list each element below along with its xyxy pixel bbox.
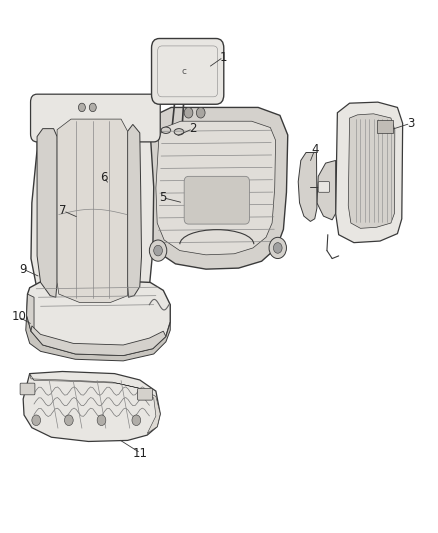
Text: 11: 11: [133, 447, 148, 459]
Polygon shape: [348, 114, 395, 228]
Text: 9: 9: [19, 263, 27, 276]
Text: 7: 7: [60, 204, 67, 217]
Text: c: c: [182, 67, 187, 76]
Polygon shape: [31, 101, 154, 313]
Ellipse shape: [174, 128, 184, 135]
Polygon shape: [146, 108, 288, 269]
Polygon shape: [27, 294, 34, 333]
Ellipse shape: [161, 127, 171, 133]
Circle shape: [149, 240, 167, 261]
FancyBboxPatch shape: [318, 182, 329, 192]
Polygon shape: [317, 160, 336, 220]
Circle shape: [89, 103, 96, 112]
Text: 2: 2: [189, 122, 197, 135]
Text: 4: 4: [311, 143, 318, 156]
FancyBboxPatch shape: [184, 176, 250, 224]
Text: 10: 10: [11, 310, 26, 324]
Circle shape: [32, 415, 41, 425]
Polygon shape: [57, 119, 127, 303]
FancyBboxPatch shape: [138, 389, 152, 400]
Polygon shape: [298, 152, 317, 221]
Text: 1: 1: [219, 51, 227, 63]
Polygon shape: [27, 280, 170, 356]
FancyBboxPatch shape: [31, 94, 160, 142]
Text: 5: 5: [159, 191, 166, 204]
Polygon shape: [30, 374, 160, 433]
FancyBboxPatch shape: [152, 38, 224, 104]
FancyBboxPatch shape: [20, 383, 35, 395]
Circle shape: [64, 415, 73, 425]
Text: 6: 6: [100, 171, 107, 184]
Circle shape: [132, 415, 141, 425]
Circle shape: [184, 108, 193, 118]
Polygon shape: [156, 121, 276, 255]
Polygon shape: [127, 124, 141, 297]
Polygon shape: [31, 326, 166, 356]
FancyBboxPatch shape: [377, 119, 393, 133]
Text: 3: 3: [407, 117, 414, 130]
Polygon shape: [336, 102, 403, 243]
Circle shape: [154, 245, 162, 256]
Circle shape: [78, 103, 85, 112]
Polygon shape: [26, 316, 170, 361]
Circle shape: [97, 415, 106, 425]
Circle shape: [273, 243, 282, 253]
Polygon shape: [23, 372, 160, 441]
Polygon shape: [37, 128, 57, 297]
Circle shape: [269, 237, 286, 259]
Circle shape: [196, 108, 205, 118]
